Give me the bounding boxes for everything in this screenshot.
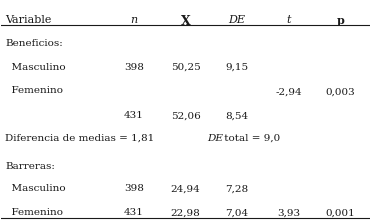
Text: 0,001: 0,001	[325, 209, 355, 217]
Text: 22,98: 22,98	[171, 209, 200, 217]
Text: -2,94: -2,94	[275, 87, 302, 96]
Text: 431: 431	[124, 112, 144, 120]
Text: Beneficios:: Beneficios:	[5, 39, 63, 48]
Text: DE: DE	[207, 134, 223, 142]
Text: 398: 398	[124, 184, 144, 193]
Text: 50,25: 50,25	[171, 63, 200, 72]
Text: 8,54: 8,54	[226, 112, 249, 120]
Text: 398: 398	[124, 63, 144, 72]
Text: Variable: Variable	[5, 14, 52, 25]
Text: Femenino: Femenino	[5, 86, 63, 95]
Text: 0,003: 0,003	[325, 87, 355, 96]
Text: p: p	[336, 14, 344, 26]
Text: t: t	[286, 14, 291, 25]
Text: Masculino: Masculino	[5, 184, 66, 193]
Text: total = 9,0: total = 9,0	[221, 134, 280, 142]
Text: 431: 431	[124, 209, 144, 217]
Text: Barreras:: Barreras:	[5, 162, 55, 171]
Text: DE: DE	[229, 14, 246, 25]
Text: X: X	[181, 14, 190, 28]
Text: 9,15: 9,15	[226, 63, 249, 72]
Text: 24,94: 24,94	[171, 184, 200, 193]
Text: Femenino: Femenino	[5, 209, 63, 217]
Text: 52,06: 52,06	[171, 112, 200, 120]
Text: 7,28: 7,28	[226, 184, 249, 193]
Text: 7,04: 7,04	[226, 209, 249, 217]
Text: Masculino: Masculino	[5, 63, 66, 72]
Text: 3,93: 3,93	[277, 209, 300, 217]
Text: Diferencia de medias = 1,81: Diferencia de medias = 1,81	[5, 134, 158, 142]
Text: n: n	[130, 14, 138, 25]
